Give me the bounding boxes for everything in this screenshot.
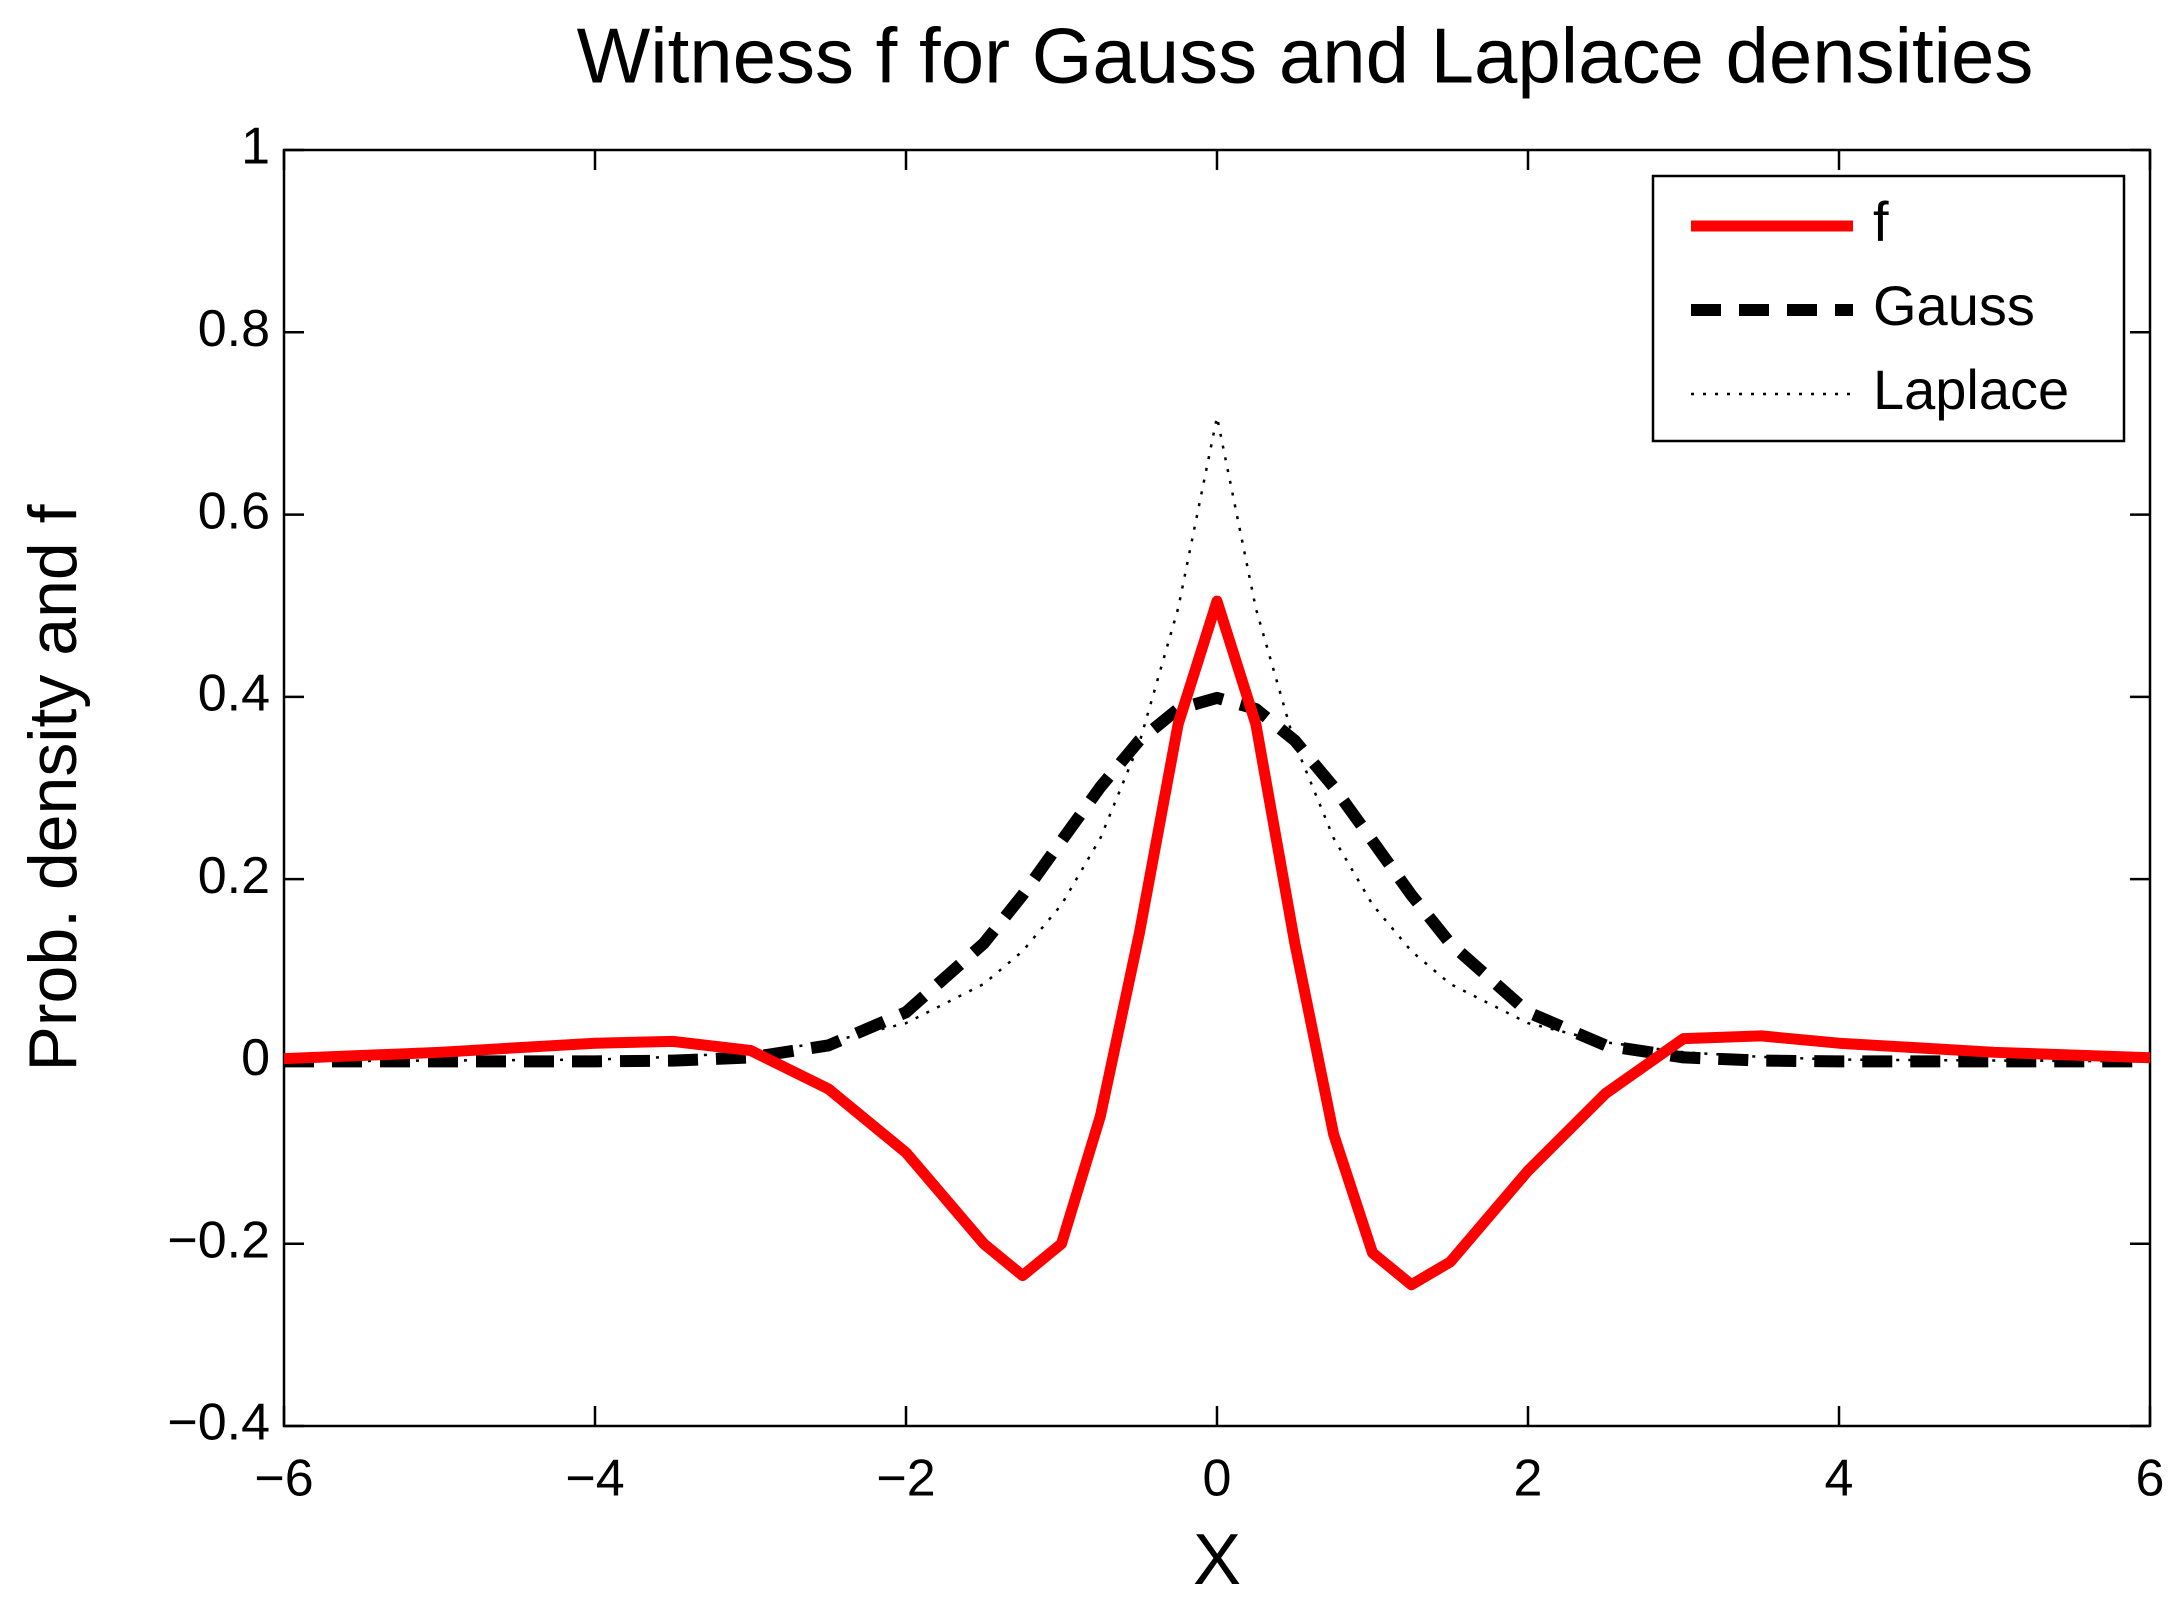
x-tick-label: −2 bbox=[876, 1450, 935, 1508]
x-tick-label: 6 bbox=[2136, 1450, 2165, 1508]
y-tick-label: −0.2 bbox=[167, 1211, 270, 1269]
y-tick-label: −0.4 bbox=[167, 1394, 270, 1452]
y-tick-label: 0.8 bbox=[198, 300, 270, 358]
plot-lines bbox=[284, 415, 2150, 1291]
x-tick-label: 2 bbox=[1514, 1450, 1543, 1508]
series-line bbox=[284, 595, 2150, 1291]
y-axis-label: Prob. density and f bbox=[15, 504, 91, 1071]
x-tick-label: −6 bbox=[254, 1450, 313, 1508]
y-tick-label: 1 bbox=[241, 118, 270, 176]
legend-label: Laplace bbox=[1873, 358, 2069, 421]
y-tick-label: 0.4 bbox=[198, 665, 270, 723]
chart-title: Witness f for Gauss and Laplace densitie… bbox=[577, 12, 2034, 100]
legend-box bbox=[1651, 174, 2126, 443]
legend-label: f bbox=[1873, 190, 1889, 253]
y-tick-label: 0.2 bbox=[198, 847, 270, 905]
series-line bbox=[284, 691, 2150, 1068]
x-tick-label: 0 bbox=[1203, 1450, 1232, 1508]
x-tick-label: −4 bbox=[565, 1450, 624, 1508]
x-axis-label: X bbox=[1193, 1520, 1241, 1600]
y-tick-label: 0 bbox=[241, 1029, 270, 1087]
y-tick-label: 0.6 bbox=[198, 482, 270, 540]
legend-label: Gauss bbox=[1873, 274, 2035, 337]
x-tick-label: 4 bbox=[1825, 1450, 1854, 1508]
